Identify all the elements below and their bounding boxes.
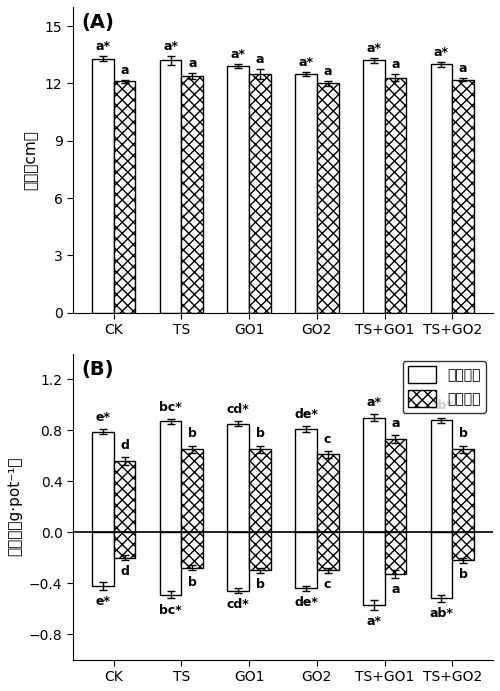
Text: b: b	[188, 576, 196, 589]
Text: a: a	[120, 64, 129, 77]
Text: a: a	[188, 57, 196, 70]
Bar	[182, 532, 203, 568]
Bar	[452, 532, 474, 560]
Text: b: b	[256, 578, 264, 591]
Bar	[295, 74, 317, 313]
Bar	[317, 455, 338, 532]
Text: c: c	[324, 433, 332, 446]
Bar	[228, 66, 249, 313]
Y-axis label: 生物量（g·pot⁻¹）: 生物量（g·pot⁻¹）	[7, 457, 22, 556]
Text: a*: a*	[366, 396, 381, 408]
Bar	[228, 424, 249, 532]
Bar	[295, 532, 317, 588]
Bar	[182, 76, 203, 313]
Bar	[384, 77, 406, 313]
Text: b: b	[188, 428, 196, 440]
Bar	[430, 420, 452, 532]
Text: b: b	[458, 568, 468, 581]
Text: de*: de*	[294, 408, 318, 422]
Bar	[363, 532, 384, 605]
Text: (B): (B)	[82, 360, 114, 379]
Text: cd*: cd*	[227, 404, 250, 416]
Bar	[430, 532, 452, 598]
Bar	[182, 449, 203, 532]
Bar	[249, 532, 271, 571]
Text: cd*: cd*	[227, 598, 250, 612]
Text: d: d	[120, 565, 129, 578]
Text: a*: a*	[366, 41, 381, 55]
Text: a: a	[391, 583, 400, 596]
Text: ab*: ab*	[430, 607, 454, 621]
Bar	[363, 60, 384, 313]
Text: a: a	[459, 61, 468, 75]
Bar	[228, 532, 249, 591]
Text: a: a	[391, 417, 400, 430]
Bar	[92, 432, 114, 532]
Bar	[249, 449, 271, 532]
Text: c: c	[324, 578, 332, 591]
Bar	[363, 417, 384, 532]
Text: e*: e*	[96, 595, 110, 607]
Bar	[92, 59, 114, 313]
Text: a*: a*	[434, 46, 449, 59]
Bar	[114, 82, 136, 313]
Text: b: b	[256, 428, 264, 440]
Text: de*: de*	[294, 596, 318, 609]
Text: a*: a*	[366, 615, 381, 628]
Bar	[452, 79, 474, 313]
Bar	[249, 74, 271, 313]
Bar	[160, 532, 182, 595]
Legend: 中度干旱, 重度干旱: 中度干旱, 重度干旱	[402, 361, 486, 413]
Text: a*: a*	[96, 40, 110, 53]
Bar	[430, 64, 452, 313]
Text: bc*: bc*	[159, 603, 182, 616]
Bar	[452, 449, 474, 532]
Bar	[384, 439, 406, 532]
Bar	[114, 532, 136, 558]
Text: d: d	[120, 439, 129, 452]
Text: bc*: bc*	[159, 401, 182, 414]
Y-axis label: 栮高（cm）: 栮高（cm）	[23, 130, 38, 190]
Bar	[317, 532, 338, 571]
Bar	[317, 84, 338, 313]
Text: (A): (A)	[82, 13, 114, 32]
Text: ab*: ab*	[430, 399, 454, 413]
Text: b: b	[458, 428, 468, 440]
Text: a: a	[324, 65, 332, 77]
Text: a*: a*	[231, 48, 246, 61]
Bar	[160, 60, 182, 313]
Bar	[92, 532, 114, 586]
Text: a*: a*	[298, 56, 314, 69]
Bar	[295, 429, 317, 532]
Text: e*: e*	[96, 411, 110, 424]
Text: a*: a*	[163, 40, 178, 53]
Bar	[160, 422, 182, 532]
Text: a: a	[256, 53, 264, 66]
Text: a: a	[391, 58, 400, 71]
Bar	[114, 461, 136, 532]
Bar	[384, 532, 406, 574]
